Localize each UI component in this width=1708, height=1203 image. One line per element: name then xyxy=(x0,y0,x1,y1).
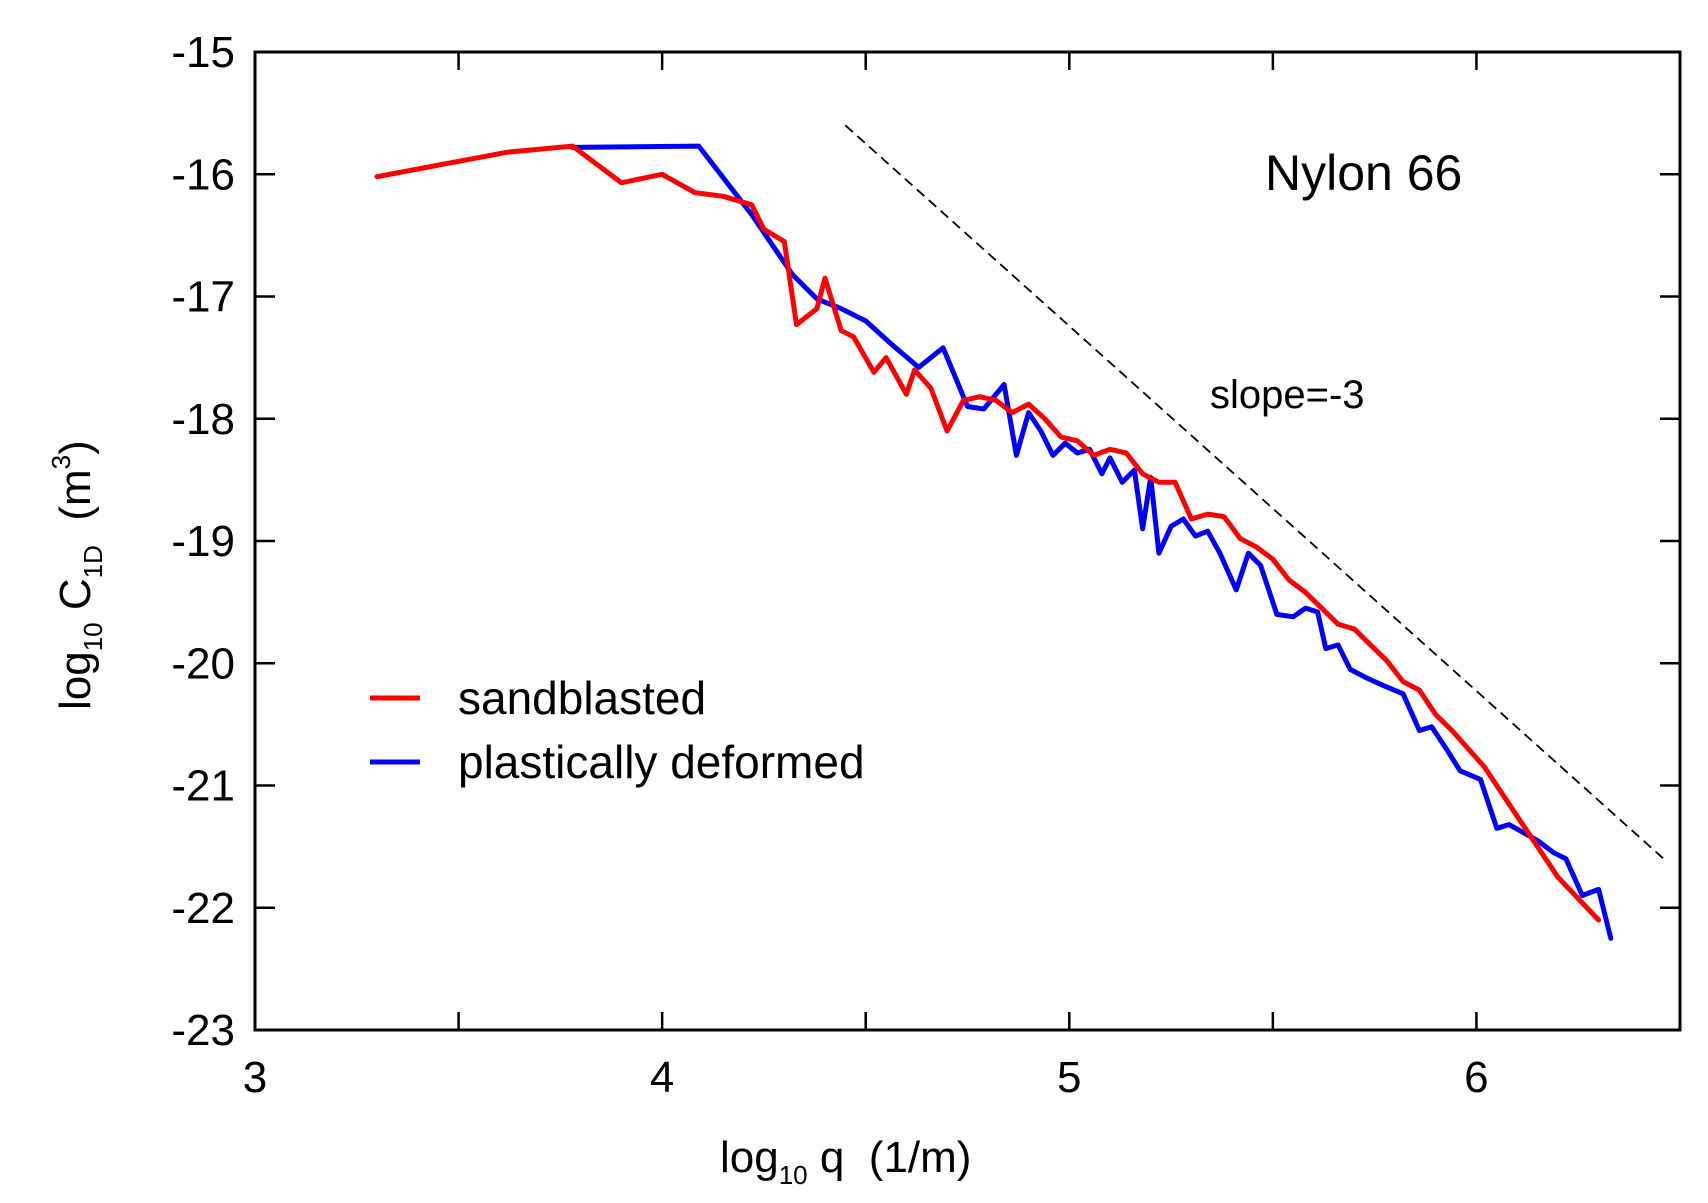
slope-label: slope=-3 xyxy=(1210,373,1365,417)
y-tick-label: -18 xyxy=(171,395,235,444)
x-tick-label: 6 xyxy=(1464,1053,1488,1102)
y-tick-label: -15 xyxy=(171,28,235,77)
x-tick-label: 5 xyxy=(1057,1053,1081,1102)
x-axis-title-sub: 10 xyxy=(779,1160,808,1190)
y-axis-title: log10 C1D (m3) xyxy=(46,440,108,710)
x-tick-label: 4 xyxy=(650,1053,674,1102)
legend: sandblasted plastically deformed xyxy=(370,672,865,788)
x-axis-title-rest: q (1/m) xyxy=(808,1133,972,1182)
legend-label-sandblasted: sandblasted xyxy=(458,672,706,724)
y-axis-title-sub2: 1D xyxy=(78,545,108,578)
x-axis-title: log10 q (1/m) xyxy=(720,1133,971,1190)
y-tick-label: -22 xyxy=(171,884,235,933)
plot-frame xyxy=(253,50,1682,1032)
series-layer xyxy=(374,143,1614,941)
legend-label-plastically-deformed: plastically deformed xyxy=(458,736,865,788)
y-tick-label: -16 xyxy=(171,150,235,199)
y-tick-label: -19 xyxy=(171,517,235,566)
y-axis-title-unit: (m xyxy=(51,469,100,545)
y-axis-title-sup: 3 xyxy=(46,455,76,469)
y-tick-label: -21 xyxy=(171,762,235,811)
y-axis-title-log: log xyxy=(51,651,100,710)
y-tick-label: -23 xyxy=(171,1006,235,1055)
y-axis-title-c: C xyxy=(51,578,100,622)
y-axis-title-end: ) xyxy=(51,440,100,455)
series-line-plastically-deformed xyxy=(570,143,1614,941)
series-line-sandblasted xyxy=(374,143,1602,923)
y-tick-label: -17 xyxy=(171,273,235,322)
x-axis-title-log: log xyxy=(720,1133,779,1182)
tick-label-layer: 3 4 5 6 -23 -22 -21 -20 -19 -18 -17 -16 -15 xyxy=(171,28,1488,1102)
y-tick-label: -20 xyxy=(171,639,235,688)
slope-reference-line xyxy=(844,124,1665,860)
material-label: Nylon 66 xyxy=(1265,145,1462,201)
y-axis-title-sub: 10 xyxy=(78,622,108,651)
reference-layer xyxy=(844,124,1665,860)
tick-layer xyxy=(253,50,1682,1032)
x-tick-label: 3 xyxy=(243,1053,267,1102)
